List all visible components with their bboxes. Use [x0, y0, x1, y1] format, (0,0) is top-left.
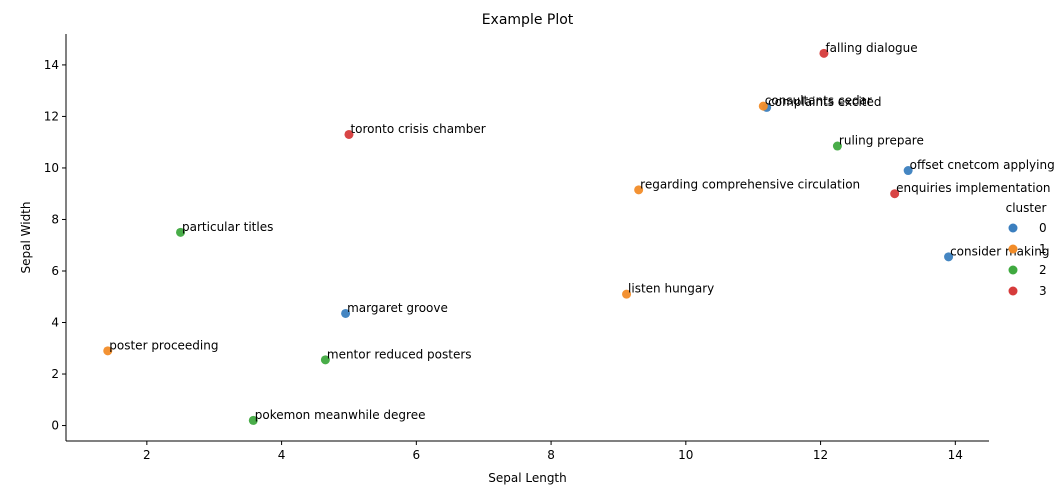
- data-point: [344, 129, 354, 139]
- point-label: offset cnetcom applying: [910, 158, 1055, 172]
- axes: 2 4 6 8 10 12 14 0 2 4 6 8 10 12 14: [44, 34, 989, 462]
- y-tick-label: 8: [51, 212, 59, 226]
- x-tick-label: 4: [278, 448, 286, 462]
- y-tick-label: 4: [51, 316, 59, 330]
- point-label: mentor reduced posters: [327, 347, 472, 361]
- point-label: ruling prepare: [839, 134, 924, 148]
- legend-title: cluster: [1006, 201, 1047, 215]
- legend-marker: [1008, 223, 1018, 233]
- data-point: [944, 252, 954, 262]
- legend-entry: 2: [1039, 263, 1047, 277]
- data-point: [634, 185, 644, 195]
- legend-marker: [1008, 244, 1018, 254]
- y-axis-label: Sepal Width: [19, 202, 33, 274]
- data-point: [622, 289, 632, 299]
- data-point: [890, 189, 900, 199]
- legend-entry: 3: [1039, 284, 1047, 298]
- legend-entry: 1: [1039, 242, 1047, 256]
- point-label: listen hungary: [628, 282, 714, 296]
- x-tick-label: 2: [143, 448, 151, 462]
- x-axis-label: Sepal Length: [488, 471, 567, 485]
- data-point: [758, 101, 768, 111]
- point-label: margaret groove: [347, 301, 448, 315]
- point-labels: offset cnetcom applying consider making ma…: [109, 41, 1054, 422]
- data-point: [320, 355, 330, 365]
- data-points: [103, 48, 954, 425]
- point-label: toronto crisis chamber: [350, 122, 485, 136]
- point-label: consider making: [950, 244, 1049, 258]
- x-tick-label: 10: [678, 448, 693, 462]
- legend-marker: [1008, 286, 1018, 296]
- point-label: enquiries implementation: [896, 181, 1050, 195]
- data-point: [341, 308, 351, 318]
- chart-title: Example Plot: [482, 12, 574, 28]
- data-point: [103, 346, 113, 356]
- point-label: poster proceeding: [109, 338, 218, 352]
- legend-marker: [1008, 265, 1018, 275]
- y-tick-label: 12: [44, 109, 59, 123]
- y-tick-label: 6: [51, 264, 59, 278]
- x-tick-label: 14: [948, 448, 963, 462]
- point-label: particular titles: [182, 220, 273, 234]
- y-tick-label: 2: [51, 367, 59, 381]
- y-tick-label: 0: [51, 419, 59, 433]
- x-tick-label: 8: [547, 448, 555, 462]
- point-label: regarding comprehensive circulation: [640, 177, 860, 191]
- point-label: consultants cedar: [765, 94, 872, 108]
- y-tick-label: 10: [44, 161, 59, 175]
- data-point: [176, 227, 186, 237]
- data-point: [248, 415, 258, 425]
- x-tick-label: 6: [413, 448, 421, 462]
- point-label: complaints excited: [768, 95, 881, 109]
- legend-entry: 0: [1039, 221, 1047, 235]
- point-label: pokemon meanwhile degree: [255, 408, 426, 422]
- point-label: falling dialogue: [825, 41, 917, 55]
- legend: cluster 0 1 2 3: [1006, 201, 1047, 298]
- data-point: [903, 166, 913, 176]
- data-point: [832, 141, 842, 151]
- data-point: [819, 48, 829, 58]
- y-tick-label: 14: [44, 58, 59, 72]
- x-tick-label: 12: [813, 448, 828, 462]
